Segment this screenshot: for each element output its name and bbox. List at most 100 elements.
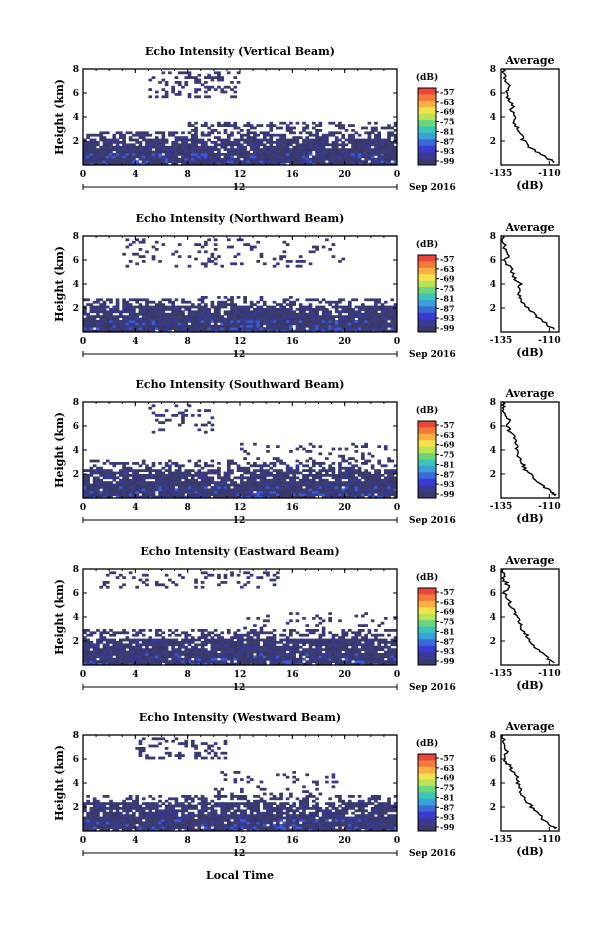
heatmap-cell	[132, 155, 136, 159]
heatmap-cell	[122, 650, 126, 654]
heatmap-cell	[217, 324, 221, 328]
heatmap-cell	[370, 153, 375, 156]
heatmap-cell	[86, 641, 90, 644]
heatmap-cell	[207, 660, 211, 663]
heatmap-cell	[168, 650, 172, 654]
heatmap-cell	[380, 126, 385, 130]
heatmap-cell	[236, 486, 241, 489]
heatmap-cell	[213, 145, 218, 149]
heatmap-cell	[230, 648, 234, 651]
heatmap-cell	[174, 655, 179, 659]
heatmap-cell	[230, 643, 234, 647]
heatmap-cell	[266, 305, 270, 309]
heatmap-cell	[161, 133, 166, 137]
heatmap-cell	[351, 653, 355, 656]
heatmap-cell	[269, 493, 274, 496]
heatmap-cell	[105, 662, 110, 666]
heatmap-cell	[311, 493, 316, 496]
heatmap-cell	[357, 308, 362, 311]
colorbar-swatch	[418, 255, 436, 262]
heatmap-cell	[187, 327, 192, 330]
heatmap-cell	[305, 131, 310, 135]
heatmap-cell	[141, 320, 146, 323]
heatmap-cell	[102, 655, 107, 659]
heatmap-cell	[83, 150, 87, 154]
heatmap-cell	[89, 324, 94, 328]
heatmap-cell	[200, 655, 205, 659]
heatmap-cell	[112, 162, 117, 166]
heatmap-cell	[92, 490, 97, 494]
heatmap-cell	[187, 662, 192, 666]
heatmap-cell	[321, 298, 326, 302]
heatmap-cell	[298, 305, 303, 309]
heatmap-cell	[217, 495, 221, 499]
heatmap-cell	[374, 657, 378, 661]
heatmap-cell	[217, 320, 221, 323]
heatmap-cell	[210, 141, 215, 144]
heatmap-cell	[387, 143, 391, 147]
heatmap-cell	[148, 150, 153, 154]
heatmap-cell	[204, 150, 208, 154]
heatmap-cell	[141, 315, 146, 318]
heatmap-cell	[328, 452, 332, 456]
profile-y-tick-label: 2	[490, 470, 496, 480]
heatmap-cell	[321, 315, 326, 318]
heatmap-cell	[347, 148, 352, 151]
heatmap-cell	[83, 317, 87, 321]
heatmap-cell	[138, 643, 143, 647]
heatmap-cell	[141, 459, 146, 463]
heatmap-cell	[194, 464, 198, 468]
heatmap-cell	[236, 296, 241, 299]
heatmap-cell	[341, 308, 346, 311]
heatmap-cell	[154, 662, 159, 666]
heatmap-cell	[128, 312, 133, 316]
heatmap-cell	[262, 308, 267, 311]
heatmap-cell	[279, 462, 283, 465]
heatmap-cell	[285, 476, 290, 480]
heatmap-cell	[272, 474, 277, 477]
heatmap-cell	[226, 645, 231, 649]
heatmap-cell	[266, 486, 270, 489]
heatmap-cell	[154, 160, 159, 163]
heatmap-cell	[190, 141, 195, 144]
heatmap-cell	[285, 308, 290, 311]
heatmap-cell	[109, 657, 113, 661]
heatmap-cell	[266, 148, 270, 151]
heatmap-cell	[177, 143, 182, 147]
heatmap-cell	[243, 450, 247, 453]
heatmap-cell	[125, 245, 130, 249]
heatmap-cell	[341, 148, 346, 151]
heatmap-cell	[89, 133, 94, 137]
heatmap-cell	[99, 138, 104, 142]
heatmap-cell	[194, 131, 198, 135]
heatmap-cell	[115, 131, 120, 135]
heatmap-cell	[328, 466, 332, 470]
heatmap-cell	[135, 650, 139, 654]
heatmap-cell	[174, 662, 179, 666]
heatmap-cell	[321, 143, 326, 147]
heatmap-cell	[128, 655, 133, 659]
heatmap-cell	[364, 329, 368, 333]
heatmap-cell	[311, 155, 316, 159]
heatmap-cell	[200, 650, 205, 654]
heatmap-cell	[383, 327, 388, 330]
heatmap-cell	[285, 660, 290, 663]
heatmap-cell	[269, 495, 274, 499]
heatmap-cell	[279, 329, 283, 333]
heatmap-cell	[334, 143, 339, 147]
heatmap-cell	[207, 126, 211, 130]
heatmap-cell	[99, 469, 104, 472]
heatmap-cell	[158, 141, 162, 144]
heatmap-cell	[298, 315, 303, 318]
heatmap-cell	[200, 488, 205, 492]
heatmap-cell	[204, 662, 208, 666]
heatmap-cell	[112, 315, 117, 318]
heatmap-cell	[102, 320, 107, 323]
heatmap-cell	[370, 657, 375, 661]
heatmap-cell	[347, 315, 352, 318]
heatmap-cell	[341, 155, 346, 159]
heatmap-cell	[351, 327, 355, 330]
heatmap-cell	[341, 124, 346, 127]
heatmap-cell	[243, 643, 247, 647]
heatmap-cell	[204, 157, 208, 161]
